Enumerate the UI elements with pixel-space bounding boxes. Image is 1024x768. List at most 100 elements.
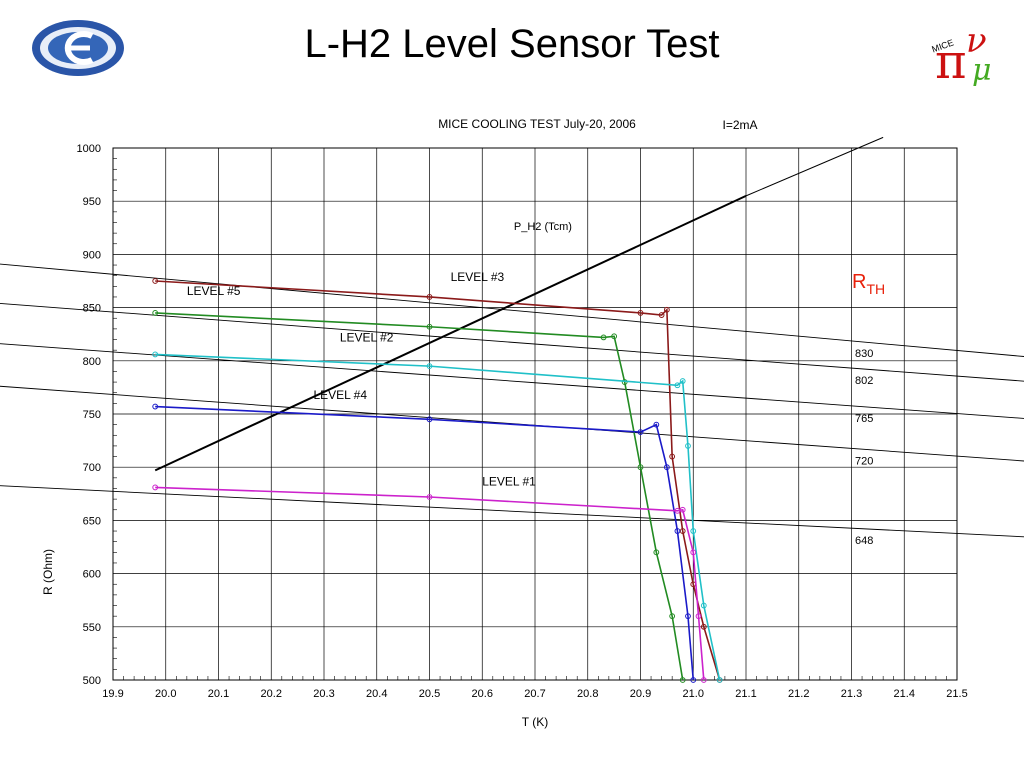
x-tick-label: 20.4 xyxy=(366,688,387,700)
series-point xyxy=(700,623,707,630)
reference-line-label: 648 xyxy=(855,535,873,547)
reference-line-label: 765 xyxy=(855,413,873,425)
series-point xyxy=(600,334,607,341)
series-point xyxy=(674,528,681,534)
y-tick-label: 650 xyxy=(83,515,101,527)
reference-line xyxy=(0,263,1024,357)
series-line xyxy=(155,353,721,681)
x-tick-label: 21.1 xyxy=(735,688,756,700)
series-point xyxy=(695,613,702,620)
series-point xyxy=(426,323,433,330)
reference-line xyxy=(0,343,1024,419)
mice-logo: π ν μ MICE xyxy=(930,14,1002,90)
series-point xyxy=(426,294,433,300)
y-tick-label: 950 xyxy=(83,196,101,208)
x-tick-label: 21.5 xyxy=(946,688,967,700)
series-point xyxy=(685,613,691,620)
slide-title: L-H2 Level Sensor Test xyxy=(304,22,720,66)
p-h2-label: P_H2 (Tcm) xyxy=(514,221,572,233)
series-line xyxy=(155,312,684,681)
x-tick-label: 21.3 xyxy=(841,688,862,700)
series-point xyxy=(690,677,697,683)
series-label: LEVEL #4 xyxy=(313,388,367,402)
reference-line-label: 830 xyxy=(855,348,873,360)
svg-text:μ: μ xyxy=(972,53,992,88)
x-tick-label: 20.5 xyxy=(419,688,440,700)
series-point xyxy=(663,306,670,313)
x-tick-label: 20.8 xyxy=(577,688,598,700)
reference-line xyxy=(0,303,1024,382)
series-point xyxy=(611,333,618,340)
reference-line-label: 720 xyxy=(855,455,873,467)
series-point xyxy=(426,363,433,370)
series-label: LEVEL #3 xyxy=(451,270,505,284)
chart-subtitle: I=2mA xyxy=(722,118,757,132)
series-point xyxy=(653,421,660,428)
series-point xyxy=(669,453,676,460)
series-point xyxy=(637,429,644,435)
series-point xyxy=(700,602,707,609)
series-point xyxy=(690,549,697,556)
series-point xyxy=(152,484,159,491)
x-tick-label: 20.9 xyxy=(630,688,651,700)
x-tick-label: 20.1 xyxy=(208,688,229,700)
kek-logo xyxy=(32,20,124,76)
y-tick-label: 1000 xyxy=(77,143,101,155)
x-tick-label: 21.4 xyxy=(894,688,915,700)
series-point xyxy=(679,506,686,513)
series-point xyxy=(685,443,691,449)
y-tick-label: 800 xyxy=(83,356,101,368)
series-label: LEVEL #5 xyxy=(187,284,241,298)
series-line xyxy=(155,405,695,681)
p-h2-line-extension xyxy=(745,136,884,197)
y-tick-label: 750 xyxy=(83,409,101,421)
series-point xyxy=(152,310,159,316)
y-tick-label: 900 xyxy=(83,249,101,261)
series-point xyxy=(716,677,723,683)
x-tick-label: 20.2 xyxy=(261,688,282,700)
x-tick-label: 21.0 xyxy=(683,688,704,700)
series-point xyxy=(674,507,681,514)
x-tick-label: 19.9 xyxy=(102,688,123,700)
series-point xyxy=(152,278,159,284)
y-tick-label: 550 xyxy=(83,622,101,634)
series-point xyxy=(700,677,707,683)
series-point xyxy=(637,464,644,471)
reference-line xyxy=(0,385,1024,462)
series-point xyxy=(152,403,159,410)
svg-text:ν: ν xyxy=(966,21,987,61)
series-point xyxy=(637,310,644,316)
p-h2-line xyxy=(154,194,747,472)
series-point xyxy=(653,549,660,556)
y-axis-label: R (Ohm) xyxy=(41,549,55,595)
series-line xyxy=(155,486,705,681)
series-line xyxy=(155,280,721,681)
y-tick-label: 500 xyxy=(83,675,101,687)
series-label: LEVEL #2 xyxy=(340,331,394,345)
series-point xyxy=(426,494,433,500)
rth-label-sub: TH xyxy=(866,281,885,297)
series-point xyxy=(426,416,433,423)
x-tick-label: 21.2 xyxy=(788,688,809,700)
x-axis-label: T (K) xyxy=(522,715,548,729)
series-point xyxy=(679,378,686,384)
series-label: LEVEL #1 xyxy=(482,474,536,488)
chart-title: MICE COOLING TEST July-20, 2006 xyxy=(438,117,636,131)
series-point xyxy=(679,677,686,683)
x-tick-label: 20.7 xyxy=(524,688,545,700)
reference-line xyxy=(0,485,1024,538)
series-point xyxy=(152,351,159,358)
series-point xyxy=(663,464,670,471)
x-tick-label: 20.0 xyxy=(155,688,176,700)
series-point xyxy=(690,528,697,534)
reference-line-label: 802 xyxy=(855,375,873,387)
y-tick-label: 700 xyxy=(83,462,101,474)
x-tick-label: 20.6 xyxy=(472,688,493,700)
x-tick-label: 20.3 xyxy=(313,688,334,700)
y-tick-label: 600 xyxy=(83,569,101,581)
svg-text:π: π xyxy=(935,34,967,90)
series-point xyxy=(658,312,665,318)
series-point xyxy=(669,613,676,620)
series-point xyxy=(674,382,681,389)
